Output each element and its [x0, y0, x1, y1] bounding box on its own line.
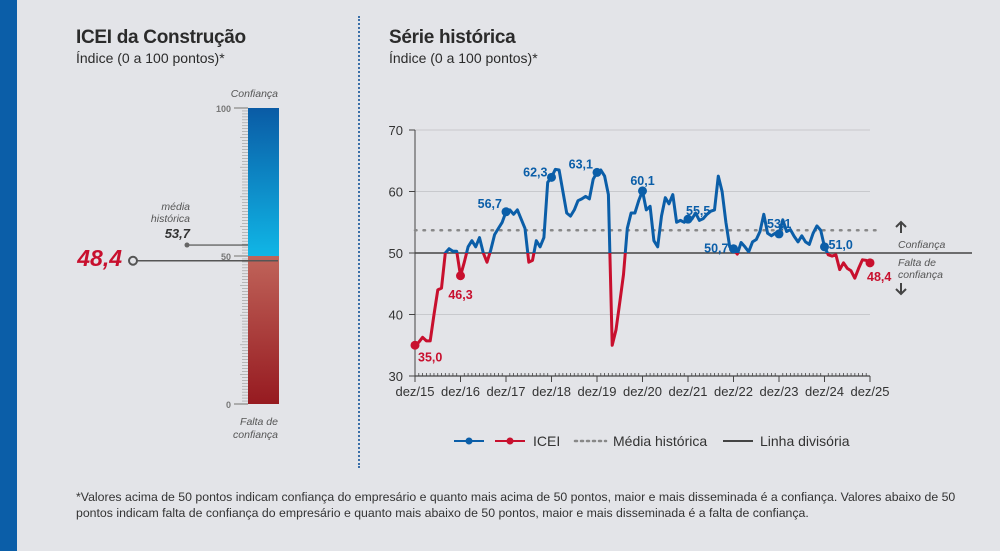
point-label: 60,1 — [630, 174, 654, 188]
mean-value: 53,7 — [165, 226, 191, 241]
annotated-point — [683, 214, 693, 224]
annotated-point — [547, 172, 556, 182]
gauge-bottom-label-1: Falta de — [240, 416, 278, 428]
annotated-point — [638, 186, 647, 196]
gauge-tick-0: 0 — [226, 400, 231, 410]
x-tick-label: dez/20 — [623, 384, 662, 399]
x-tick-label: dez/15 — [395, 384, 434, 399]
y-tick-label: 50 — [389, 246, 403, 261]
annotated-point — [820, 242, 829, 252]
icei-line-above — [443, 167, 830, 253]
x-tick-label: dez/24 — [805, 384, 844, 399]
footnote: *Valores acima de 50 pontos indicam conf… — [76, 490, 956, 520]
annotated-point — [774, 229, 784, 239]
mean-label-1: média — [161, 201, 190, 213]
point-label: 55,5 — [686, 204, 710, 218]
panel-divider — [358, 16, 360, 468]
annotated-point — [592, 167, 602, 177]
right-subtitle: Índice (0 a 100 pontos)* — [389, 50, 538, 66]
x-tick-label: dez/16 — [441, 384, 480, 399]
legend-icei-blue-icon — [454, 437, 484, 445]
history-chart: 30 40 50 60 70 dez/15 dez/16 dez/17 dez/18 dez/19… — [389, 123, 972, 449]
point-label: 53,1 — [767, 217, 791, 231]
left-subtitle: Índice (0 a 100 pontos)* — [76, 50, 225, 66]
left-title: ICEI da Construção — [76, 27, 246, 48]
annotated-point — [501, 207, 511, 217]
annotated-point — [410, 340, 420, 350]
legend-divider: Linha divisória — [760, 433, 850, 449]
y-tick-label: 60 — [389, 185, 403, 200]
x-tick-label: dez/21 — [668, 384, 707, 399]
gauge-blue-fill — [248, 108, 279, 256]
x-tick-label: dez/25 — [850, 384, 889, 399]
point-label: 48,4 — [867, 270, 891, 284]
annotated-point — [456, 271, 465, 281]
legend-mean: Média histórica — [613, 433, 707, 449]
point-label: 51,0 — [829, 238, 853, 252]
side-down-label-2: confiança — [898, 269, 943, 281]
point-label: 56,7 — [478, 197, 502, 211]
gauge-tick-100: 100 — [216, 104, 231, 114]
annotated-point — [865, 258, 875, 268]
x-tick-label: dez/17 — [486, 384, 525, 399]
point-label: 62,3 — [523, 165, 547, 179]
accent-sidebar — [0, 0, 17, 551]
y-tick-label: 70 — [389, 123, 403, 138]
gauge-ticks — [234, 107, 248, 405]
point-label: 46,3 — [448, 288, 472, 302]
x-tick-label: dez/22 — [714, 384, 753, 399]
point-label: 35,0 — [418, 350, 442, 364]
mean-pointer-dot — [184, 242, 190, 248]
arrow-up-icon — [895, 220, 907, 233]
x-tick-label: dez/19 — [577, 384, 616, 399]
side-up-label: Confiança — [898, 239, 945, 251]
gauge-tick-50: 50 — [221, 252, 231, 262]
y-tick-label: 30 — [389, 369, 403, 384]
mean-label-2: histórica — [151, 213, 190, 225]
gauge-top-label: Confiança — [231, 88, 278, 100]
y-tick-label: 40 — [389, 308, 403, 323]
current-value: 48,4 — [76, 245, 122, 271]
annotated-point — [729, 244, 738, 254]
point-label: 50,7 — [704, 242, 728, 256]
current-pointer-circle — [128, 255, 138, 266]
gauge-bottom-label-2: confiança — [233, 429, 278, 441]
x-tick-label: dez/18 — [532, 384, 571, 399]
side-down-label-1: Falta de — [898, 257, 936, 269]
point-label: 63,1 — [569, 157, 593, 171]
gauge-red-fill — [248, 256, 279, 404]
legend: ICEI Média histórica Linha divisória — [454, 433, 850, 449]
x-tick-label: dez/23 — [759, 384, 798, 399]
legend-icei-red-icon — [495, 437, 525, 445]
arrow-down-icon — [895, 283, 907, 296]
legend-icei: ICEI — [533, 433, 560, 449]
gauge: Confiança 100 50 0 Falta de confiança mé… — [76, 88, 279, 441]
right-title: Série histórica — [389, 27, 516, 48]
